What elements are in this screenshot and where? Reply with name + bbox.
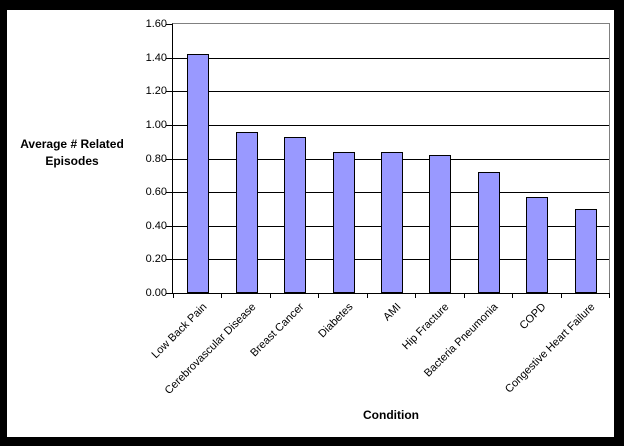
x-tick-mark [512, 293, 514, 298]
y-tick-mark [166, 57, 172, 59]
bar-copd [526, 197, 549, 293]
y-tick-mark [166, 124, 172, 126]
x-tick-mark [173, 293, 174, 298]
bar-ami [381, 151, 403, 293]
y-tick-mark [166, 24, 172, 25]
x-tick-mark [221, 293, 223, 298]
bar-cerebrovascular-disease [235, 131, 258, 293]
bar-hip-fracture [429, 155, 452, 293]
x-tick-mark [269, 293, 271, 298]
x-tick-mark [463, 293, 465, 298]
y-tick-label: 1.20 [145, 85, 167, 98]
y-tick-label: 0.00 [145, 287, 167, 299]
bar-diabetes [332, 151, 355, 293]
gridline [173, 124, 609, 126]
y-tick-mark [166, 91, 172, 93]
y-tick-mark [166, 259, 172, 261]
y-tick-label: 1.00 [145, 118, 167, 131]
x-tick-mark [366, 293, 368, 298]
gridline [173, 91, 609, 93]
y-tick-label: 1.60 [145, 18, 167, 30]
x-tick-mark [415, 293, 417, 298]
y-tick-mark [166, 293, 172, 294]
y-tick-label: 0.80 [145, 152, 167, 165]
bar-breast-cancer [284, 136, 307, 293]
y-axis-title: Average # Related Episodes [20, 137, 124, 168]
gridline [173, 57, 609, 59]
y-tick-mark [166, 192, 172, 194]
bar-congestive-heart-failure [574, 208, 597, 293]
y-tick-mark [166, 225, 172, 227]
y-tick-mark [166, 158, 172, 160]
x-tick-mark [560, 293, 562, 298]
x-tick-mark [609, 293, 610, 298]
plot-area [172, 23, 610, 294]
bar-low-back-pain [187, 54, 210, 293]
bar-bacteria-pneumonia [477, 171, 500, 293]
y-tick-label: 0.20 [145, 253, 167, 266]
x-tick-mark [318, 293, 320, 298]
y-tick-label: 0.40 [145, 219, 167, 232]
y-tick-label: 0.60 [145, 186, 167, 199]
y-tick-label: 1.40 [145, 51, 167, 64]
x-axis-title: Condition [363, 408, 419, 422]
